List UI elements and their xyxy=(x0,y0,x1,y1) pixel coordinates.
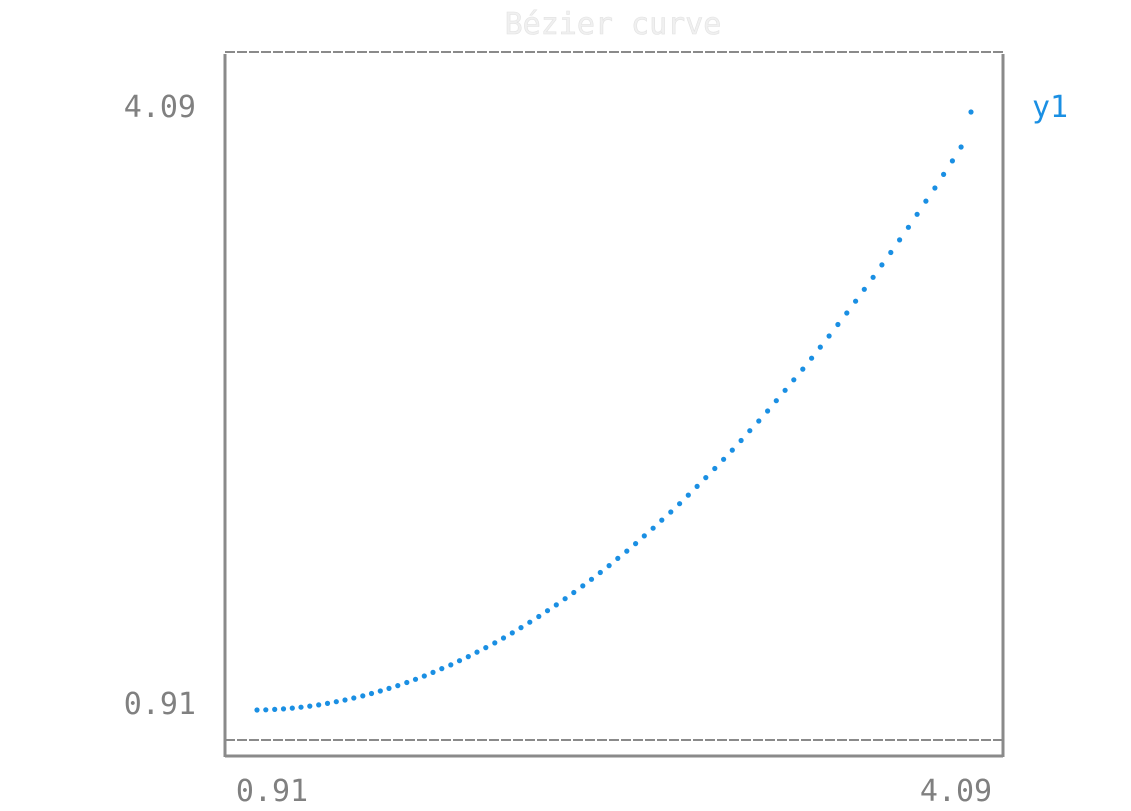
data-point-y1-24 xyxy=(465,654,471,660)
data-point-y1-37 xyxy=(580,583,586,589)
data-point-y1-73 xyxy=(897,237,903,243)
data-point-y1-77 xyxy=(932,185,938,191)
data-point-y1-13 xyxy=(368,690,375,697)
data-point-y1-2 xyxy=(272,706,278,713)
data-point-y1-39 xyxy=(597,569,603,576)
data-point-y1-52 xyxy=(712,465,718,472)
data-point-y1-75 xyxy=(914,211,920,217)
data-point-y1-8 xyxy=(324,700,331,707)
data-point-y1-35 xyxy=(562,596,568,602)
data-point-y1-74 xyxy=(905,224,912,230)
data-point-y1-18 xyxy=(412,676,419,682)
data-point-y1-27 xyxy=(492,640,498,646)
data-point-y1-55 xyxy=(738,437,744,444)
data-point-y1-65 xyxy=(826,333,832,339)
data-point-y1-67 xyxy=(844,310,850,316)
data-point-y1-64 xyxy=(817,344,823,350)
data-point-y1-76 xyxy=(923,198,929,204)
chart-title: Bézier curve xyxy=(505,7,722,42)
data-point-y1-36 xyxy=(571,589,577,596)
data-point-y1-23 xyxy=(456,658,463,664)
data-point-y1-20 xyxy=(430,669,436,676)
data-point-y1-30 xyxy=(518,625,524,631)
data-point-y1-21 xyxy=(439,666,445,672)
plot-frame xyxy=(223,51,1005,758)
y-tick-label-max: 4.09 xyxy=(124,90,196,125)
data-point-y1-59 xyxy=(773,398,779,404)
data-point-y1-43 xyxy=(633,541,639,547)
data-point-y1-72 xyxy=(888,249,894,256)
data-point-y1-70 xyxy=(870,274,876,280)
data-point-y1-0 xyxy=(254,707,260,713)
data-point-y1-28 xyxy=(500,635,507,641)
data-point-y1-79 xyxy=(949,158,956,164)
data-point-y1-61 xyxy=(791,377,797,383)
data-point-y1-80 xyxy=(958,144,964,150)
data-point-y1-41 xyxy=(615,555,621,562)
data-point-y1-69 xyxy=(861,286,867,292)
data-point-y1-40 xyxy=(606,563,612,569)
data-point-y1-44 xyxy=(641,533,647,539)
data-point-y1-9 xyxy=(333,699,339,705)
legend-label-y1: y1 xyxy=(1032,90,1068,125)
data-point-y1-48 xyxy=(677,501,683,507)
data-point-y1-4 xyxy=(289,705,295,711)
data-point-y1-49 xyxy=(685,492,691,498)
data-point-y1-62 xyxy=(800,366,806,372)
data-point-y1-19 xyxy=(421,673,427,679)
data-point-y1-81 xyxy=(968,109,974,115)
data-point-y1-38 xyxy=(588,576,595,582)
data-point-y1-31 xyxy=(527,619,533,625)
data-point-y1-34 xyxy=(553,602,559,608)
data-point-y1-5 xyxy=(298,704,304,710)
data-point-y1-11 xyxy=(351,695,357,701)
data-point-y1-29 xyxy=(509,630,515,636)
data-point-y1-51 xyxy=(703,475,709,481)
data-point-y1-25 xyxy=(474,649,480,655)
data-point-y1-60 xyxy=(782,387,788,393)
data-point-y1-6 xyxy=(307,703,313,709)
data-point-y1-66 xyxy=(835,321,841,328)
data-point-y1-14 xyxy=(377,688,383,694)
data-point-y1-3 xyxy=(280,706,287,712)
data-point-y1-10 xyxy=(342,697,348,703)
data-point-y1-32 xyxy=(536,613,542,620)
data-point-y1-56 xyxy=(747,428,753,434)
y-tick-label-min: 0.91 xyxy=(124,687,196,722)
data-point-y1-68 xyxy=(853,298,859,304)
x-tick-label-max: 4.09 xyxy=(920,774,992,809)
data-point-y1-45 xyxy=(650,525,656,531)
series-y1-points xyxy=(254,109,974,713)
data-point-y1-1 xyxy=(263,707,269,713)
data-point-y1-17 xyxy=(404,679,410,686)
data-point-y1-54 xyxy=(729,447,735,453)
x-tick-label-min: 0.91 xyxy=(236,774,308,809)
data-point-y1-78 xyxy=(941,171,947,177)
data-point-y1-16 xyxy=(395,683,401,689)
data-point-y1-46 xyxy=(659,517,665,523)
data-point-y1-33 xyxy=(544,608,551,614)
data-point-y1-53 xyxy=(721,456,727,462)
data-point-y1-26 xyxy=(483,645,489,651)
data-point-y1-63 xyxy=(809,355,815,361)
data-point-y1-22 xyxy=(448,662,454,668)
data-point-y1-71 xyxy=(879,262,885,268)
data-point-y1-58 xyxy=(765,408,771,414)
data-point-y1-7 xyxy=(316,702,322,708)
data-point-y1-47 xyxy=(668,509,674,515)
data-point-y1-15 xyxy=(386,685,392,692)
data-point-y1-12 xyxy=(360,693,366,699)
data-point-y1-57 xyxy=(756,418,762,424)
data-point-y1-42 xyxy=(624,548,630,554)
data-point-y1-50 xyxy=(694,483,700,489)
